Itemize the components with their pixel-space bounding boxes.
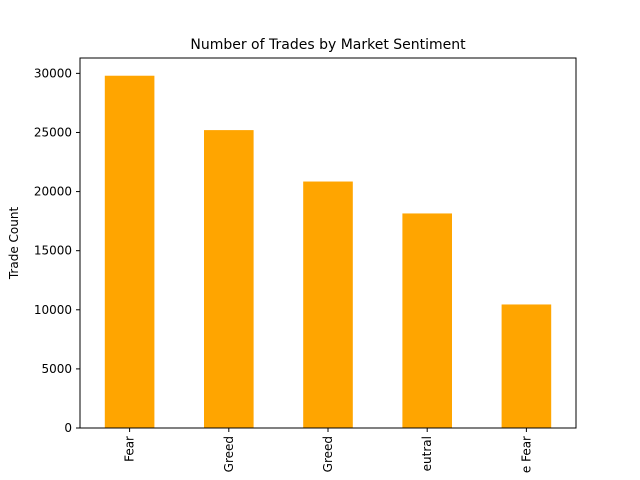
x-tick-label: Greed: [222, 436, 236, 472]
bar: [303, 181, 353, 428]
bar: [501, 304, 552, 428]
y-tick-label: 25000: [34, 125, 72, 139]
x-tick-label: e Fear: [519, 436, 533, 473]
bar: [204, 130, 254, 428]
x-tick-label: eutral: [420, 436, 434, 471]
y-ticks-group: 0 5000 10000 15000 20000 25000 30000: [34, 66, 80, 435]
chart-title: Number of Trades by Market Sentiment: [190, 37, 466, 53]
y-tick-label: 0: [64, 421, 72, 435]
plot-frame: [79, 57, 577, 429]
x-tick-label: Greed: [321, 436, 335, 472]
y-tick-label: 30000: [34, 66, 72, 80]
bar: [104, 75, 155, 428]
bar: [402, 213, 452, 428]
x-tick-label: Fear: [123, 436, 137, 462]
y-tick-label: 10000: [34, 303, 72, 317]
y-tick-label: 15000: [34, 244, 72, 258]
y-axis-label: Trade Count: [7, 207, 21, 281]
y-tick-label: 5000: [41, 362, 72, 376]
y-tick-label: 20000: [34, 185, 72, 199]
x-ticks-group: Fear Greed Greed eutral e Fear: [123, 428, 533, 473]
bars-group: [104, 75, 552, 428]
